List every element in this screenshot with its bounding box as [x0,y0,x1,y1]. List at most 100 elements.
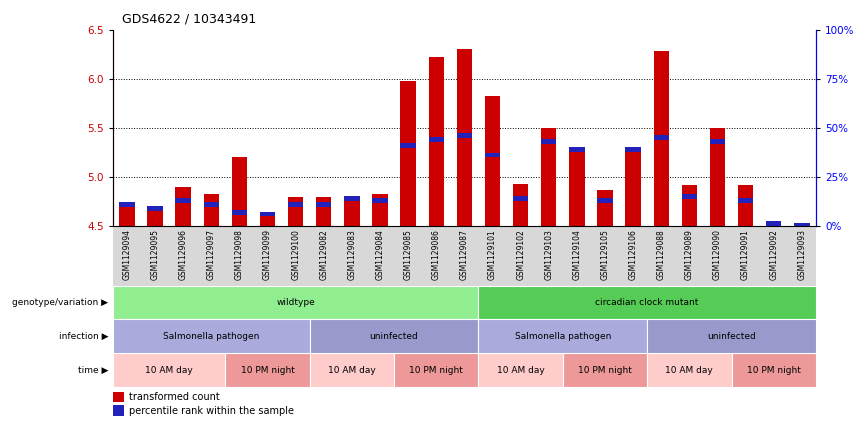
Text: Salmonella pathogen: Salmonella pathogen [515,332,611,341]
Text: GSM1129095: GSM1129095 [150,229,160,280]
Bar [766,221,781,226]
Bar [625,150,641,226]
Bar [344,196,359,201]
Text: GSM1129106: GSM1129106 [628,229,638,280]
Bar [710,139,726,144]
Bar [597,198,613,203]
Text: percentile rank within the sample: percentile rank within the sample [129,406,294,416]
Bar [113,286,478,319]
Bar [119,205,135,226]
Bar [372,198,388,203]
Text: GSM1129100: GSM1129100 [291,229,300,280]
Bar [310,319,478,353]
Text: uninfected: uninfected [370,332,418,341]
Bar [654,51,669,226]
Text: Salmonella pathogen: Salmonella pathogen [163,332,260,341]
Text: genotype/variation ▶: genotype/variation ▶ [12,298,108,307]
Bar [113,319,310,353]
Text: circadian clock mutant: circadian clock mutant [595,298,699,307]
Text: 10 AM day: 10 AM day [666,365,713,375]
Bar [648,353,732,387]
Bar [597,190,613,226]
Bar [394,353,478,387]
Bar [288,202,304,206]
Text: 10 PM night: 10 PM night [410,365,464,375]
Bar [681,194,697,199]
Text: GSM1129096: GSM1129096 [179,229,187,280]
Bar [316,202,332,206]
Text: 10 AM day: 10 AM day [145,365,193,375]
Text: GSM1129089: GSM1129089 [685,229,694,280]
Bar [400,81,416,226]
Text: GSM1129083: GSM1129083 [347,229,357,280]
Bar [203,202,219,206]
Text: wildtype: wildtype [276,298,315,307]
Bar [710,128,726,226]
Bar [226,353,310,387]
Bar [478,353,562,387]
Bar [654,135,669,140]
Bar [175,187,191,226]
Bar [541,128,556,226]
Text: GSM1129082: GSM1129082 [319,229,328,280]
Bar [113,405,124,416]
Bar [562,353,648,387]
Text: GSM1129097: GSM1129097 [207,229,216,280]
Bar [310,353,394,387]
Bar [738,185,753,226]
Bar [541,139,556,144]
Text: time ▶: time ▶ [78,365,108,375]
Bar [429,137,444,142]
Bar [569,147,585,151]
Text: GSM1129103: GSM1129103 [544,229,553,280]
Bar [316,197,332,226]
Text: GSM1129101: GSM1129101 [488,229,497,280]
Bar [113,353,226,387]
Bar [478,319,648,353]
Bar [260,212,275,217]
Bar [148,208,163,226]
Text: GSM1129093: GSM1129093 [798,229,806,280]
Bar [794,223,810,226]
Text: 10 PM night: 10 PM night [240,365,294,375]
Text: 10 AM day: 10 AM day [328,365,376,375]
Text: GSM1129084: GSM1129084 [376,229,385,280]
Bar [478,286,816,319]
Text: GSM1129094: GSM1129094 [122,229,131,280]
Bar [457,49,472,226]
Text: GSM1129090: GSM1129090 [713,229,722,280]
Bar [457,133,472,138]
Text: GSM1129092: GSM1129092 [769,229,779,280]
Text: transformed count: transformed count [129,393,220,402]
Bar [484,153,500,157]
Bar [175,198,191,203]
Bar [344,197,359,226]
Bar [372,194,388,226]
Text: GSM1129087: GSM1129087 [460,229,469,280]
Bar [732,353,816,387]
Bar [113,392,124,403]
Bar [681,185,697,226]
Text: GSM1129099: GSM1129099 [263,229,272,280]
Text: uninfected: uninfected [707,332,756,341]
Bar [203,194,219,226]
Text: 10 PM night: 10 PM night [746,365,800,375]
Text: infection ▶: infection ▶ [59,332,108,341]
Text: GSM1129098: GSM1129098 [235,229,244,280]
Bar [429,57,444,226]
Bar [569,150,585,226]
Text: 10 AM day: 10 AM day [496,365,544,375]
Bar [738,198,753,203]
Bar [232,210,247,214]
Bar [484,96,500,226]
Bar [260,214,275,226]
Text: GSM1129086: GSM1129086 [431,229,441,280]
Text: 10 PM night: 10 PM night [578,365,632,375]
Bar [648,319,816,353]
Bar [766,221,781,226]
Bar [400,143,416,148]
Bar [148,206,163,211]
Bar [232,157,247,226]
Bar [513,184,529,226]
Bar [625,147,641,151]
